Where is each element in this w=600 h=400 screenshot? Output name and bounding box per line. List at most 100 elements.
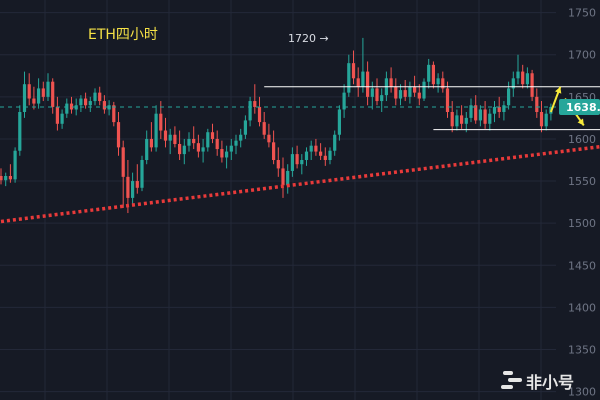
y-tick-label: 1400 <box>568 301 596 314</box>
candle <box>187 132 191 152</box>
candle <box>4 172 8 187</box>
candle <box>474 95 478 124</box>
candle <box>535 88 539 118</box>
candle-body <box>69 103 74 110</box>
candle <box>276 147 280 177</box>
candle-body <box>488 113 492 124</box>
candle <box>351 50 356 85</box>
candle-body <box>389 78 393 87</box>
candle <box>253 84 257 114</box>
candle <box>389 67 393 93</box>
candle-body <box>478 109 482 121</box>
candle-body <box>13 150 17 180</box>
candle-body <box>102 101 106 110</box>
candle <box>206 128 210 152</box>
candle-body <box>210 132 215 139</box>
candle <box>69 96 74 114</box>
candle <box>530 69 534 102</box>
candle <box>74 98 78 116</box>
candle-body <box>337 109 341 135</box>
candle-body <box>18 112 22 151</box>
candle-body <box>121 147 125 177</box>
candle <box>257 96 262 127</box>
candle <box>60 109 64 129</box>
candle <box>163 117 168 148</box>
candle-body <box>375 88 379 102</box>
candle-body <box>342 92 346 110</box>
candle-body <box>79 98 83 106</box>
current-price-text: 1638. <box>566 101 600 114</box>
candle-body <box>93 92 97 102</box>
candle <box>201 138 205 163</box>
candle-body <box>267 134 271 143</box>
candle-body <box>131 181 135 198</box>
candle-body <box>234 140 238 146</box>
candle <box>22 71 27 118</box>
candle <box>248 96 252 127</box>
candle-body <box>243 120 247 135</box>
candle-body <box>525 73 529 85</box>
candle-body <box>380 95 384 102</box>
candle <box>422 78 426 102</box>
candle-body <box>37 88 41 104</box>
candle-body <box>347 63 351 93</box>
candle <box>145 130 149 165</box>
y-tick-label: 1450 <box>568 259 596 272</box>
candle <box>192 126 196 150</box>
watermark-logo: 非小号 <box>501 371 574 392</box>
candle <box>154 105 158 152</box>
candle-body <box>511 78 515 89</box>
candle <box>417 84 421 106</box>
candle <box>286 164 290 194</box>
candle-body <box>206 132 210 148</box>
candle <box>65 98 69 118</box>
candle-body <box>544 113 548 127</box>
candle-body <box>403 90 407 97</box>
candle-body <box>0 176 3 181</box>
candle-body <box>314 145 318 152</box>
candle <box>539 101 544 133</box>
candle <box>525 67 529 89</box>
candle-body <box>229 145 233 152</box>
candle-body <box>530 73 534 97</box>
candle-body <box>126 176 130 198</box>
candle-body <box>474 105 478 121</box>
candle-body <box>366 71 370 97</box>
candle-body <box>257 106 262 123</box>
candle-body <box>154 113 158 148</box>
candle-body <box>333 134 337 151</box>
candle-body <box>469 105 473 118</box>
candle <box>8 164 12 183</box>
candle <box>234 134 238 155</box>
candle-body <box>356 78 360 87</box>
candle <box>366 61 370 106</box>
candle <box>314 138 318 156</box>
candle <box>398 84 403 106</box>
candle <box>521 64 525 89</box>
candle-body <box>309 145 313 152</box>
candle-body <box>436 78 440 85</box>
candle <box>333 130 337 156</box>
candle-body <box>286 170 290 186</box>
candle <box>243 115 247 139</box>
candle-body <box>60 113 64 124</box>
candle-body <box>51 81 55 107</box>
candle <box>27 73 31 106</box>
candle-body <box>492 106 497 114</box>
chart-title: ETH四小时 <box>88 27 158 43</box>
candle <box>319 143 323 160</box>
candle-body <box>65 103 69 114</box>
candle <box>337 105 341 141</box>
candle-body <box>521 71 525 85</box>
candle <box>375 78 379 106</box>
candle <box>492 101 497 123</box>
candle-body <box>539 112 544 127</box>
candle <box>544 109 548 131</box>
candle <box>37 78 41 109</box>
current-price-label: 1638. <box>559 98 600 115</box>
candle <box>220 140 224 163</box>
candles <box>0 37 553 214</box>
candle <box>309 140 313 160</box>
candle <box>304 147 309 166</box>
arrow-head <box>555 86 562 94</box>
